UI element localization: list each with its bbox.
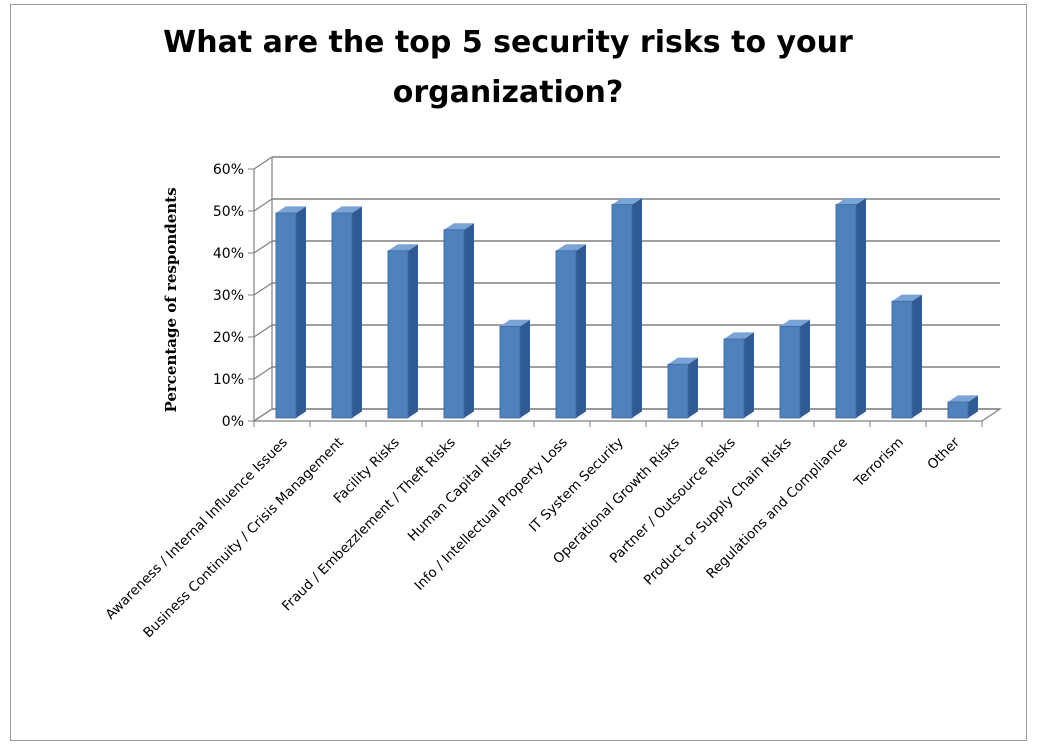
bar-front [443, 229, 465, 419]
bar-front [555, 250, 577, 419]
gridline-depth [253, 366, 273, 380]
bar-top [947, 395, 978, 402]
bar-front [611, 204, 633, 419]
bar [387, 244, 418, 419]
bar [275, 206, 306, 419]
bar [891, 294, 922, 419]
y-tick-label: 20% [213, 330, 244, 346]
x-category-label: Terrorism [851, 435, 907, 491]
bar [947, 395, 978, 419]
bar-top [779, 319, 810, 327]
y-tick-label: 60% [213, 162, 244, 178]
bar [331, 206, 362, 419]
bar-side [800, 319, 810, 418]
bar-top [331, 206, 362, 213]
gridline-depth [253, 240, 273, 254]
gridline-depth [253, 282, 273, 296]
bar [835, 198, 866, 419]
bar [723, 332, 754, 419]
x-category-label: Business Continuity / Crisis Management [140, 435, 347, 642]
bar-side [576, 244, 586, 418]
bar-front [387, 250, 409, 419]
bar [555, 244, 586, 419]
x-category-labels: Awareness / Internal Influence IssuesBus… [102, 434, 963, 641]
bar-top [835, 198, 866, 205]
gridline-depth [253, 324, 273, 338]
bar-front [499, 325, 521, 419]
bar-front [275, 212, 297, 419]
bar [611, 198, 642, 419]
bar-side [352, 206, 362, 418]
x-category-label: Other [924, 434, 963, 473]
bar-top [387, 244, 418, 251]
gridline-depth [253, 198, 273, 212]
bar-front [891, 300, 913, 419]
y-tick-label: 40% [213, 246, 244, 262]
bar-side [408, 244, 418, 418]
floor [252, 408, 1002, 422]
y-axis-label: Percentage of respondents [162, 187, 180, 412]
gridline-depth [253, 156, 273, 170]
bar-top [555, 244, 586, 251]
bar-top [499, 319, 530, 327]
bar-top [275, 206, 306, 213]
bar-side [296, 206, 306, 418]
y-tick-label: 10% [213, 372, 244, 388]
bar-top [667, 357, 698, 365]
bar-side [520, 319, 530, 418]
x-category-label: IT System Security [526, 435, 627, 536]
axes [248, 157, 1002, 427]
bar-side [856, 198, 866, 418]
bar [443, 223, 474, 419]
bar-side [632, 198, 642, 418]
y-tick-label: 30% [213, 288, 244, 304]
bar-top [723, 332, 754, 339]
y-tick-label: 0% [222, 414, 244, 430]
bar-front [947, 401, 969, 419]
bar-front [331, 212, 353, 419]
bar-side [912, 294, 922, 418]
bar-side [464, 223, 474, 418]
bar-side [688, 357, 698, 418]
bar-front [835, 204, 857, 419]
bar [667, 357, 698, 419]
bar-front [723, 338, 745, 419]
bar-top [443, 223, 474, 230]
bar-front [667, 363, 689, 419]
y-tick-label: 50% [213, 204, 244, 220]
bar-top [611, 198, 642, 205]
chart-title: What are the top 5 security risks to you… [163, 25, 853, 110]
bar-side [968, 395, 978, 418]
x-category-label: Human Capital Risks [405, 435, 515, 545]
bar [499, 319, 530, 419]
bar-front [779, 325, 801, 419]
bar [779, 319, 810, 419]
y-tick-labels: 0% 10% 20% 30% 40% 50% 60% [213, 162, 244, 430]
bar-side [744, 332, 754, 418]
bar-top [891, 294, 922, 302]
bars [275, 198, 978, 419]
